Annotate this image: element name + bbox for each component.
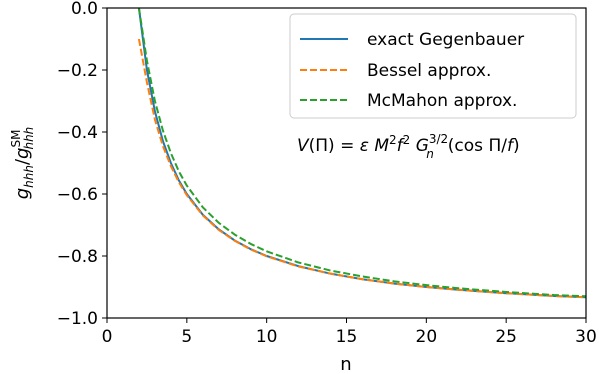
y-axis-ticks: 0.0 −0.2 −0.4 −0.6 −0.8 −1.0 <box>57 0 107 329</box>
series-line-bessel-approx <box>137 38 587 299</box>
legend: exact Gegenbauer Bessel approx. McMahon … <box>289 13 577 119</box>
y-tick-label: −1.0 <box>57 309 98 329</box>
series-line-mcmahon-approx <box>137 7 587 298</box>
x-tick-label: 10 <box>256 327 278 347</box>
y-tick-label: 0.0 <box>71 0 98 19</box>
legend-label-mcmahon-approx: McMahon approx. <box>367 91 517 111</box>
x-tick-label: 20 <box>416 327 438 347</box>
y-tick-label: −0.6 <box>57 185 98 205</box>
legend-label-exact-gegenbauer: exact Gegenbauer <box>367 30 524 50</box>
y-tick-label: −0.2 <box>57 61 98 81</box>
x-tick-label: 15 <box>336 327 358 347</box>
y-tick-label: −0.4 <box>57 123 98 143</box>
x-tick-label: 30 <box>575 327 597 347</box>
series-layer <box>137 7 587 299</box>
svg-text:ghhh/gSMhhh: ghhh/gSMhhh <box>9 127 36 200</box>
legend-box <box>289 13 577 119</box>
x-axis-ticks: 0 5 10 15 20 25 30 <box>102 318 597 347</box>
x-tick-label: 25 <box>495 327 517 347</box>
x-tick-label: 0 <box>102 327 113 347</box>
x-tick-label: 5 <box>181 327 192 347</box>
y-tick-label: −0.8 <box>57 247 98 267</box>
potential-formula-annotation: V(Π) = ε M2f2 G3/2 n (cos Π/f) <box>297 132 520 161</box>
x-axis-title: n <box>340 354 351 374</box>
y-axis-title: ghhh/gSMhhh <box>9 127 36 200</box>
legend-label-bessel-approx: Bessel approx. <box>367 61 491 81</box>
